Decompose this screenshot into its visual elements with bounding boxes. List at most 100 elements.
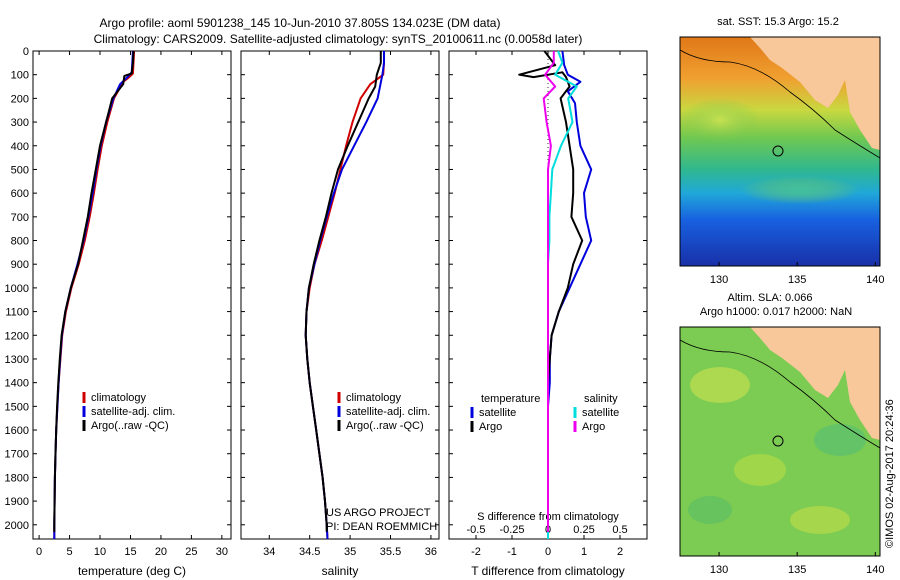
sla-map-feature [734, 454, 786, 486]
legend-label: satellite [479, 407, 516, 419]
depth-tick-label: 1700 [5, 449, 29, 461]
legend-label: Argo [582, 421, 605, 433]
sst-map-feature [680, 98, 760, 142]
x-axis-label: T difference from climatology [471, 564, 625, 578]
x-tick-label: 2 [617, 546, 623, 558]
credit-text: ©IMOS 02-Aug-2017 20:24:36 [884, 399, 896, 548]
depth-tick-label: 400 [11, 141, 29, 153]
map-lon-tick-label: 130 [710, 274, 728, 286]
depth-tick-label: 1200 [5, 330, 29, 342]
depth-tick-label: 100 [11, 70, 29, 82]
sst-map-frame [679, 36, 881, 267]
plot-frame [32, 50, 232, 540]
sla-map-title-line-1: Altim. SLA: 0.066 [728, 292, 813, 304]
depth-tick-label: 500 [11, 164, 29, 176]
x-tick-label: 0 [545, 546, 551, 558]
x-axis-label: temperature (deg C) [78, 564, 186, 578]
sla-map-title-line-2: Argo h1000: 0.017 h2000: NaN [700, 306, 852, 318]
x-tick-label: -1 [507, 546, 517, 558]
sst-argo-location-marker [772, 145, 784, 157]
legend-label: Argo(..raw -QC) [91, 420, 169, 432]
legend-heading-salinity: salinity [584, 393, 618, 405]
legend-heading-temperature: temperature [481, 393, 540, 405]
legend-label: Argo [479, 421, 502, 433]
depth-tick-label: 1300 [5, 354, 29, 366]
map-lon-tick-label: 135 [788, 274, 806, 286]
series-line-climatology [304, 51, 385, 540]
series-line-climatology [53, 50, 136, 539]
map-lon-tick-label: 140 [866, 274, 884, 286]
depth-tick-label: 900 [11, 259, 29, 271]
depth-tick-label: 1500 [5, 401, 29, 413]
temperature-plot: 0100200300400500600700800900100011001200… [5, 46, 232, 578]
x-tick-label: 10 [94, 546, 106, 558]
x-tick-label: 34 [263, 546, 275, 558]
sla-map-feature [688, 496, 732, 524]
sla-map-contour [679, 339, 881, 449]
depth-tick-label: 1600 [5, 425, 29, 437]
sst-map [679, 36, 881, 267]
depth-tick-label: 1100 [5, 307, 29, 319]
series-line-satellite-adj-clim- [53, 50, 134, 539]
x-tick-label: 15 [124, 546, 136, 558]
depth-tick-label: 800 [11, 236, 29, 248]
x-tick-label: 1 [581, 546, 587, 558]
depth-tick-label: 1800 [5, 472, 29, 484]
legend-label: satellite-adj. clim. [346, 406, 430, 418]
s-diff-tick-label: -0.25 [499, 524, 524, 536]
series-line-salinity-argo [542, 51, 557, 532]
plot-frame [240, 50, 440, 540]
depth-tick-label: 1400 [5, 378, 29, 390]
s-diff-tick-label: 0.5 [612, 524, 627, 536]
x-tick-label: 35.5 [380, 546, 401, 558]
x-tick-label: 36 [425, 546, 437, 558]
salinity-plot: 34 34.5 35 35.5 36 salinity climatology satelli… [240, 50, 440, 578]
sst-map-feature [740, 176, 860, 204]
depth-tick-label: 1000 [5, 283, 29, 295]
s-diff-tick-label: 0.25 [573, 524, 594, 536]
sla-map-feature [790, 506, 850, 534]
legend-label: climatology [91, 392, 147, 404]
map-lon-tick-label: 135 [788, 564, 806, 576]
legend-label: Argo(..raw -QC) [346, 420, 424, 432]
depth-tick-label: 600 [11, 188, 29, 200]
x-tick-label: -2 [471, 546, 481, 558]
depth-tick-label: 2000 [5, 520, 29, 532]
map-lon-tick-label: 130 [710, 564, 728, 576]
x-tick-label: 0 [36, 546, 42, 558]
x-tick-label: 30 [216, 546, 228, 558]
map-lon-tick-label: 140 [866, 564, 884, 576]
sst-map-contour [679, 49, 881, 159]
series-line-salinity-satellite [547, 50, 578, 539]
x-tick-label: 5 [66, 546, 72, 558]
legend-label: climatology [346, 392, 402, 404]
x-tick-label: 20 [155, 546, 167, 558]
x-tick-label: 34.5 [299, 546, 320, 558]
sla-map-frame [679, 326, 881, 557]
depth-tick-label: 200 [11, 93, 29, 105]
series-line-argo-raw-qc- [53, 50, 135, 532]
legend-label: satellite [582, 407, 619, 419]
x-tick-label: 25 [185, 546, 197, 558]
difference-plot: -2 -1 0 1 2 T difference from climatology -0.5… [448, 50, 648, 578]
depth-tick-label: 0 [23, 46, 29, 58]
sst-map-land [750, 37, 880, 150]
x-axis-label: salinity [322, 564, 359, 578]
sla-map-land [750, 327, 880, 440]
project-annotation: US ARGO PROJECT [326, 507, 431, 519]
sla-argo-location-marker [772, 435, 784, 447]
title-line-2: Climatology: CARS2009. Satellite-adjuste… [94, 32, 583, 46]
series-line-satellite-adj-clim- [304, 51, 385, 540]
s-diff-tick-label: -0.5 [467, 524, 486, 536]
sla-map-feature [814, 424, 866, 456]
sla-map [679, 326, 881, 557]
depth-tick-label: 700 [11, 212, 29, 224]
depth-tick-label: 300 [11, 117, 29, 129]
sla-map-feature [690, 367, 750, 403]
series-line-temperature-satellite [547, 50, 593, 539]
x-tick-label: 35 [344, 546, 356, 558]
pi-annotation: PI: DEAN ROEMMICH [326, 521, 437, 533]
